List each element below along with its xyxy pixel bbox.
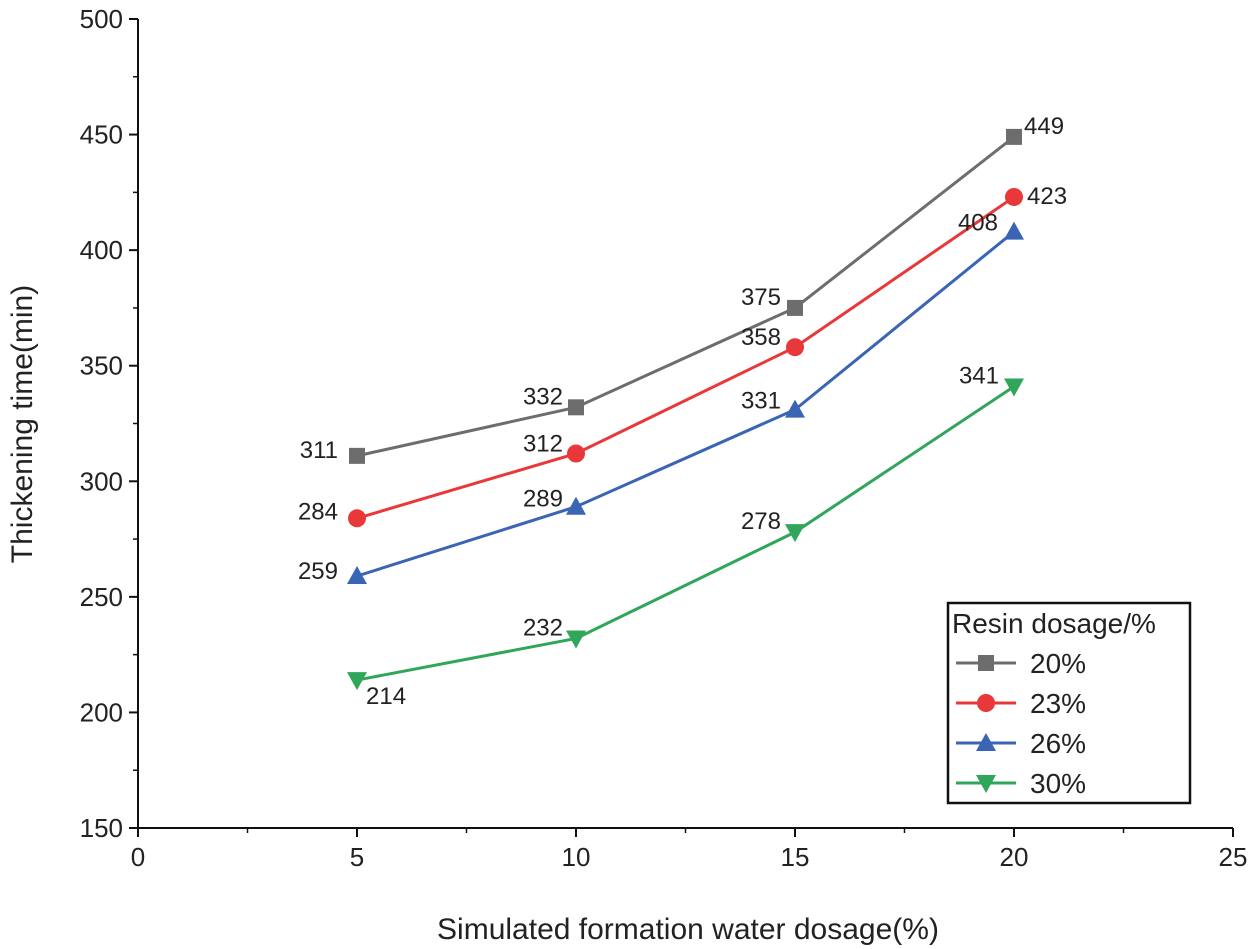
y-tick-label: 250 bbox=[80, 582, 123, 612]
legend-marker bbox=[976, 775, 996, 793]
legend-label: 20% bbox=[1030, 648, 1086, 679]
x-tick-label: 20 bbox=[1000, 842, 1029, 872]
x-tick-label: 5 bbox=[350, 842, 364, 872]
series-line bbox=[356, 385, 1015, 682]
data-point bbox=[566, 496, 586, 515]
legend-item: 26% bbox=[956, 728, 1086, 759]
data-point bbox=[347, 672, 367, 691]
y-tick-label: 200 bbox=[80, 697, 123, 727]
legend: Resin dosage/% 20% 23% 26% 30% bbox=[946, 601, 1192, 805]
x-tick-label: 15 bbox=[781, 842, 810, 872]
legend-label: 30% bbox=[1030, 768, 1086, 799]
series-line bbox=[356, 135, 1015, 458]
data-label: 289 bbox=[523, 486, 563, 513]
data-label: 311 bbox=[300, 437, 338, 464]
x-tick-label: 25 bbox=[1219, 842, 1248, 872]
data-point bbox=[1005, 187, 1023, 206]
data-label: 232 bbox=[523, 614, 563, 641]
legend-label: 26% bbox=[1030, 728, 1086, 759]
data-label: 312 bbox=[523, 431, 563, 458]
data-label: 375 bbox=[741, 284, 781, 311]
data-label: 341 bbox=[959, 363, 999, 390]
data-point bbox=[567, 444, 585, 463]
data-label: 449 bbox=[1024, 113, 1064, 140]
y-tick-label: 150 bbox=[80, 813, 123, 843]
axes: 0 5 10 15 20 25 150 200 250 300 350 400 450 500 bbox=[80, 4, 1248, 872]
data-point bbox=[787, 299, 803, 316]
data-point bbox=[347, 566, 367, 585]
y-tick-label: 400 bbox=[80, 235, 123, 265]
data-point bbox=[1006, 128, 1022, 145]
x-axis-title: Simulated formation water dosage(%) bbox=[437, 913, 939, 946]
data-point bbox=[349, 447, 365, 464]
legend-title: Resin dosage/% bbox=[952, 608, 1156, 639]
x-tick-label: 10 bbox=[562, 842, 591, 872]
data-point bbox=[568, 399, 584, 416]
data-label: 332 bbox=[523, 383, 563, 410]
series-23pct bbox=[348, 187, 1023, 528]
data-point bbox=[786, 338, 804, 357]
y-axis-title: Thickening time(min) bbox=[6, 285, 39, 563]
data-point bbox=[1004, 378, 1024, 397]
legend-label: 23% bbox=[1030, 688, 1086, 719]
y-tick-label: 500 bbox=[80, 4, 123, 34]
data-point bbox=[566, 630, 586, 649]
data-point bbox=[1004, 221, 1024, 240]
data-label: 408 bbox=[958, 210, 998, 237]
legend-item: 23% bbox=[956, 688, 1086, 719]
data-label: 358 bbox=[741, 324, 781, 351]
data-labels: 311 332 375 449 284 312 358 423 259 289 331 408 214 2… bbox=[298, 113, 1067, 710]
series-20pct bbox=[349, 128, 1022, 464]
data-label: 284 bbox=[298, 498, 338, 525]
series-layer bbox=[347, 128, 1024, 691]
legend-marker bbox=[978, 655, 994, 671]
series-line bbox=[356, 230, 1015, 578]
data-label: 259 bbox=[298, 558, 338, 585]
legend-marker bbox=[976, 733, 996, 751]
data-label: 331 bbox=[741, 388, 781, 415]
y-tick-label: 300 bbox=[80, 466, 123, 496]
data-point bbox=[785, 399, 805, 418]
legend-item: 20% bbox=[956, 648, 1086, 679]
series-line bbox=[356, 195, 1015, 520]
series-30pct bbox=[347, 378, 1024, 691]
data-label: 423 bbox=[1027, 183, 1067, 210]
data-point bbox=[785, 524, 805, 543]
legend-marker bbox=[977, 694, 995, 712]
data-label: 214 bbox=[366, 683, 406, 710]
legend-item: 30% bbox=[956, 768, 1086, 799]
x-tick-label: 0 bbox=[131, 842, 145, 872]
data-point bbox=[348, 509, 366, 528]
series-26pct bbox=[347, 221, 1024, 585]
y-tick-label: 450 bbox=[80, 120, 123, 150]
y-tick-label: 350 bbox=[80, 351, 123, 381]
data-label: 278 bbox=[741, 508, 781, 535]
